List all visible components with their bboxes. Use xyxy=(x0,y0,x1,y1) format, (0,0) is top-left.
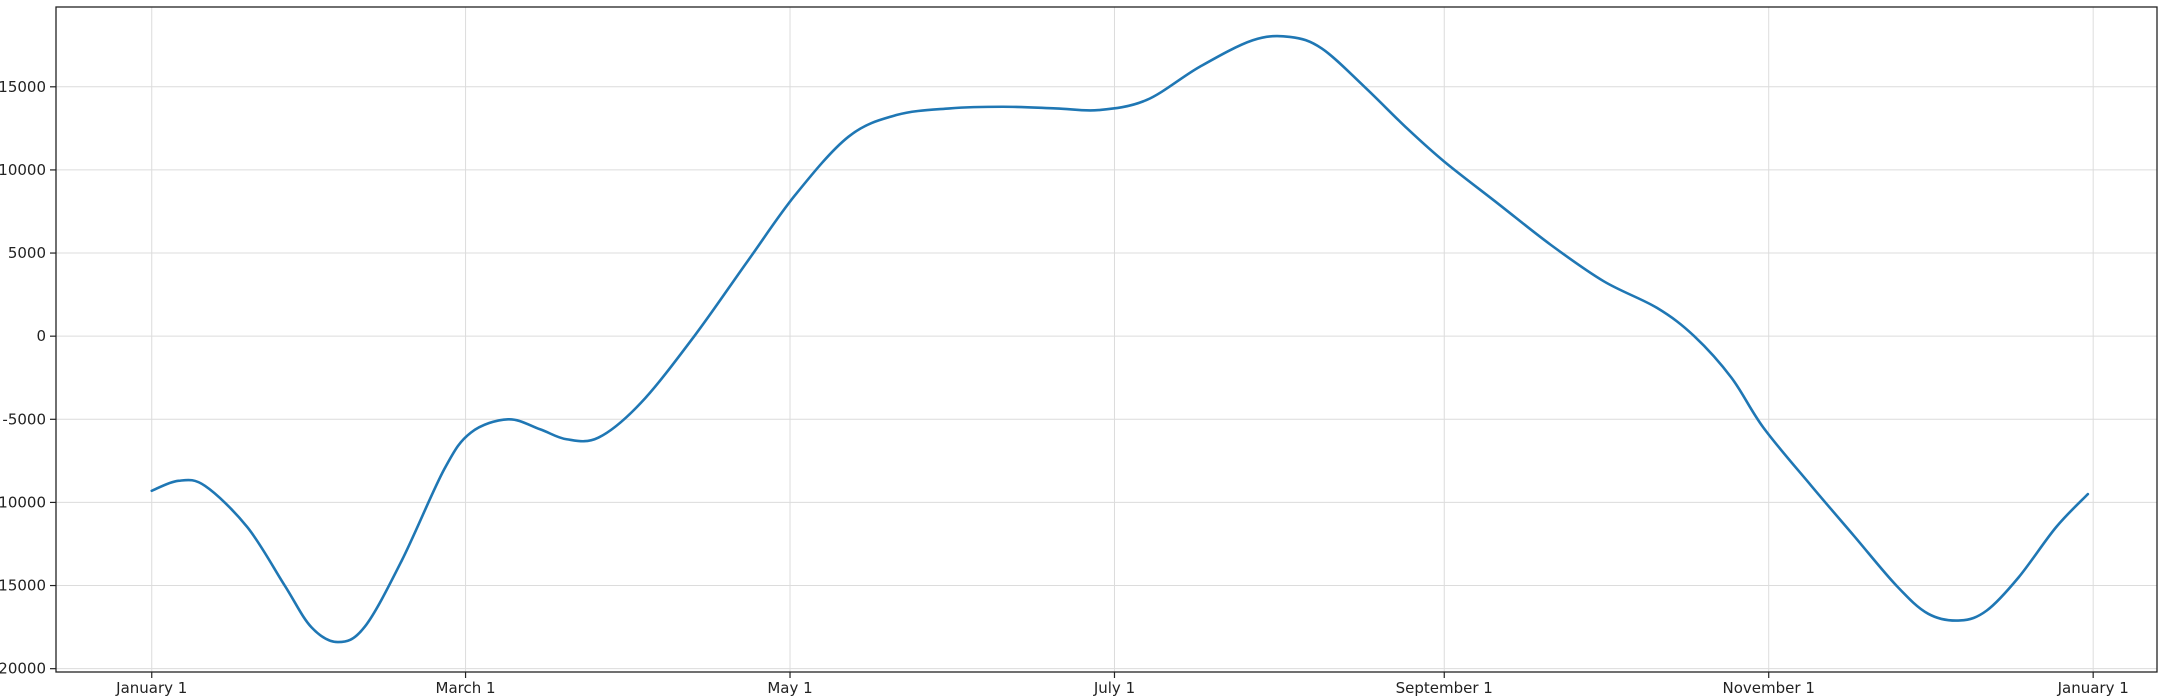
x-tick-label: January 1 xyxy=(2057,679,2129,697)
y-tick-label: -15000 xyxy=(0,577,46,595)
y-tick-label: 0 xyxy=(36,327,46,345)
x-tick-label: January 1 xyxy=(115,679,187,697)
axis-layer: January 1 March 1 May 1 July 1 September 1 No… xyxy=(0,78,2129,697)
plot-frame xyxy=(55,6,2158,673)
y-tick-label: -10000 xyxy=(0,493,46,511)
y-tick-label: -5000 xyxy=(2,410,46,428)
series-line xyxy=(150,34,2090,644)
x-tick-label: May 1 xyxy=(767,679,812,697)
y-tick-label: 15000 xyxy=(0,78,46,96)
y-tick-label: -20000 xyxy=(0,660,46,678)
series-layer xyxy=(150,34,2090,644)
x-tick-label: November 1 xyxy=(1723,679,1815,697)
x-tick-label: March 1 xyxy=(436,679,496,697)
y-tick-label: 10000 xyxy=(0,161,46,179)
x-tick-label: July 1 xyxy=(1093,679,1135,697)
grid-layer xyxy=(56,7,2157,672)
x-tick-label: September 1 xyxy=(1396,679,1493,697)
y-tick-label: 5000 xyxy=(8,244,46,262)
